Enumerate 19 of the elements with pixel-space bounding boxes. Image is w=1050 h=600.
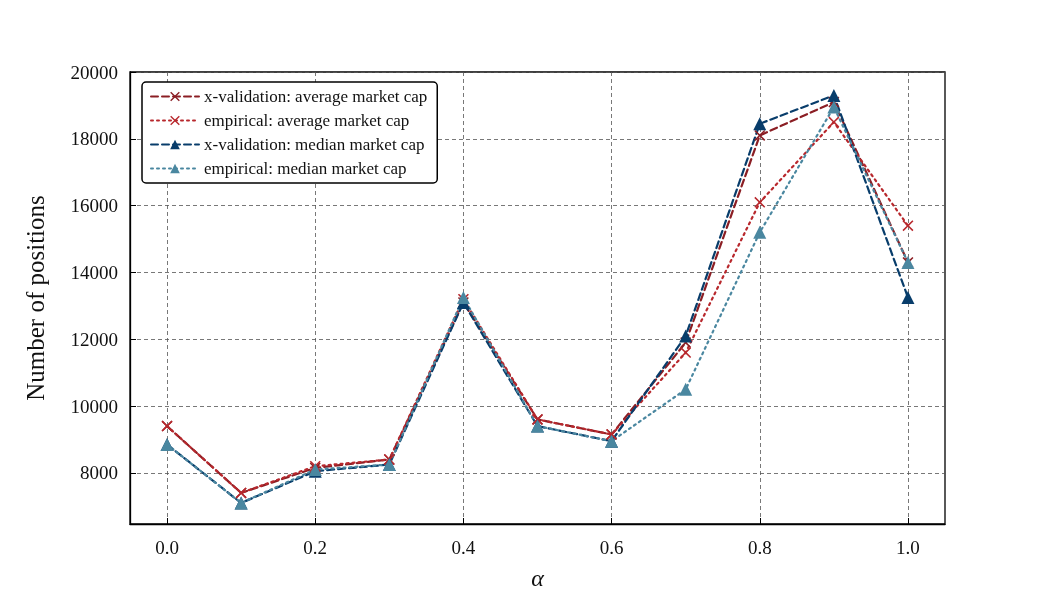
y-axis-title: Number of positions [22, 195, 49, 401]
x-axis-title: α [531, 565, 545, 591]
y-tick-label: 20000 [70, 61, 118, 83]
x-tick-label: 1.0 [896, 537, 920, 558]
legend-label: x-validation: median market cap [204, 135, 425, 154]
x-tick-label: 0.4 [451, 537, 476, 558]
y-tick-label: 10000 [70, 395, 118, 417]
y-tick-label: 14000 [70, 261, 118, 283]
y-tick-label: 16000 [70, 195, 118, 217]
x-tick-label: 0.0 [155, 537, 179, 558]
y-tick-label: 12000 [70, 328, 118, 350]
legend-label: empirical: median market cap [204, 159, 407, 178]
x-tick-label: 0.8 [747, 537, 772, 558]
x-tick-label: 0.6 [599, 537, 624, 558]
legend-label: x-validation: average market cap [204, 87, 428, 106]
y-tick-label: 8000 [80, 462, 118, 484]
x-tick-label: 0.2 [303, 537, 328, 558]
legend-label: empirical: average market cap [204, 111, 410, 130]
y-tick-label: 18000 [70, 128, 118, 150]
